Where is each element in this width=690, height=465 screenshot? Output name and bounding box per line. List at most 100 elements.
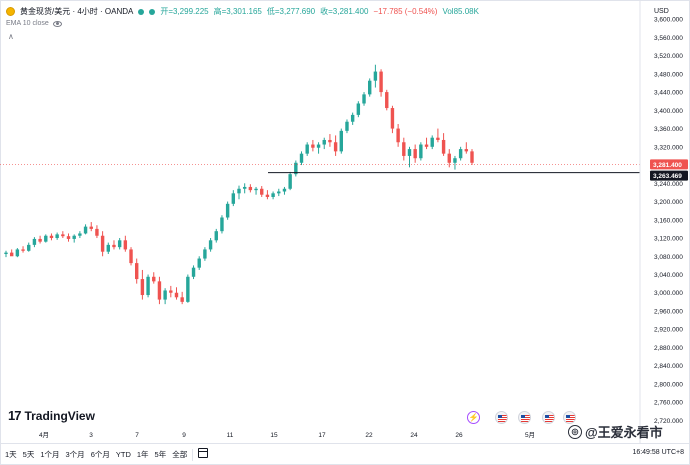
candle-body (214, 231, 218, 241)
candle-body (441, 139, 446, 154)
candle-body (453, 158, 457, 163)
candle-body (390, 108, 395, 129)
candle-body (248, 186, 253, 191)
candle-body (27, 244, 31, 251)
candle-body (424, 144, 429, 147)
time-tick-label: 7 (135, 432, 139, 439)
price-tick-label: 3,200.000 (654, 199, 683, 206)
candle-body (231, 193, 236, 204)
price-tick-label: 3,400.000 (654, 108, 683, 115)
timeframe-button[interactable]: 1年 (136, 450, 149, 459)
currency-label[interactable]: USD (654, 8, 669, 15)
timeframe-button[interactable]: 6个月 (90, 450, 110, 459)
tradingview-logo[interactable]: 17 TradingView (8, 408, 95, 423)
candle-body (356, 103, 361, 115)
time-tick-label: 26 (455, 432, 463, 439)
candle-body (265, 194, 270, 197)
timeframe-button[interactable]: 3个月 (65, 450, 85, 459)
price-tags: 3,281.400 3,263.469 (650, 159, 688, 181)
price-tick-label: 2,720.000 (654, 418, 683, 425)
watermark-icon: ◎ (568, 424, 582, 439)
candle-body (237, 188, 241, 194)
us-flag-icon[interactable] (542, 411, 555, 424)
indicator-row[interactable]: EMA 10 close (6, 20, 62, 27)
volume-value: Vol85.08K (442, 7, 479, 16)
time-tick-label: 22 (365, 432, 373, 439)
candle-body (362, 94, 366, 104)
time-tick-label: 15 (270, 432, 278, 439)
data-status-icon (149, 8, 156, 15)
candle-body (15, 249, 20, 257)
time-tick-label: 3 (89, 432, 93, 439)
price-tick-label: 3,520.000 (654, 53, 683, 60)
eye-icon[interactable] (52, 20, 62, 27)
low-value: 低=3,277.690 (266, 7, 316, 16)
candle-body (208, 240, 213, 250)
price-tick-label: 3,080.000 (654, 254, 683, 261)
candle-body (157, 281, 162, 300)
candle-body (32, 238, 37, 245)
timeframe-button[interactable]: 全部 (172, 450, 188, 459)
line-price-tag-text: 3,263.469 (653, 173, 682, 180)
price-tick-label: 3,600.000 (654, 17, 683, 24)
market-status-icon (138, 8, 145, 15)
us-flag-icon[interactable] (495, 411, 508, 424)
collapse-legend-icon[interactable]: ∧ (8, 32, 14, 41)
us-flag-icon[interactable] (518, 411, 531, 424)
candle-body (350, 114, 355, 122)
candle-body (470, 151, 474, 163)
price-tick-label: 2,920.000 (654, 327, 683, 334)
timeframe-button[interactable]: YTD (115, 450, 131, 459)
candle-body (78, 233, 82, 236)
price-tick-label: 3,160.000 (654, 217, 683, 224)
price-tick-label: 2,760.000 (654, 400, 683, 407)
watermark-text: @王爱永看市 (585, 425, 663, 440)
last-price-tag (650, 159, 688, 170)
time-axis: 4月 3 7 9 11 15 17 22 24 26 5月 (39, 431, 535, 439)
candle-body (9, 252, 14, 257)
candle-body (345, 121, 349, 131)
candle-body (21, 249, 25, 251)
candle-body (169, 290, 173, 293)
price-tick-label: 2,880.000 (654, 345, 683, 352)
candle-body (311, 144, 315, 148)
timeframe-button[interactable]: 1个月 (40, 450, 60, 459)
candle-body (260, 188, 264, 195)
time-tick-label: 5月 (525, 431, 535, 439)
close-value: 收=3,281.400 (320, 7, 369, 16)
price-tick-label: 3,360.000 (654, 126, 683, 133)
candle-body (112, 244, 116, 248)
candle-body (271, 193, 275, 197)
bolt-icon[interactable]: ⚡ (467, 411, 480, 424)
timeframe-button[interactable]: 1天 (5, 450, 17, 459)
price-tick-label: 2,840.000 (654, 363, 683, 370)
candles-layer (4, 64, 474, 305)
candle-body (72, 235, 76, 239)
time-tick-label: 9 (182, 432, 186, 439)
candle-body (288, 174, 292, 189)
price-tick-label: 3,120.000 (654, 236, 683, 243)
candle-body (100, 235, 105, 252)
candle-body (322, 139, 326, 145)
candle-body (129, 249, 133, 264)
candle-body (396, 128, 400, 143)
clock[interactable]: 16:49:58 UTC+8 (632, 449, 684, 456)
candle-body (38, 238, 42, 242)
candle-body (44, 235, 48, 242)
symbol-title[interactable]: 黄金现货/美元 · 4小时 · OANDA (20, 7, 134, 16)
change-value: −17.785 (−0.54%) (373, 7, 438, 16)
last-price-tag-text: 3,281.400 (653, 162, 682, 169)
price-tick-label: 3,320.000 (654, 144, 683, 151)
price-tick-label: 3,000.000 (654, 290, 683, 297)
timeframe-button[interactable]: 5年 (154, 450, 167, 459)
price-tick-label: 3,480.000 (654, 71, 683, 78)
us-flag-icon[interactable] (563, 411, 576, 424)
timeframe-button[interactable]: 5天 (22, 450, 35, 459)
divider (192, 448, 194, 461)
timeframe-bar: 1天 5天 1个月 3个月 6个月 YTD 1年 5年 全部 (0, 443, 690, 465)
calendar-icon[interactable] (198, 448, 208, 458)
candle-body (299, 153, 304, 163)
candle-body (225, 203, 230, 218)
candle-body (146, 276, 150, 296)
